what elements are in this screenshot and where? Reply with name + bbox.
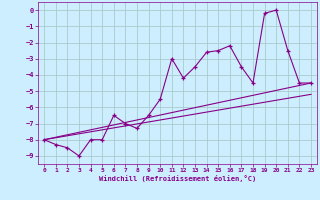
X-axis label: Windchill (Refroidissement éolien,°C): Windchill (Refroidissement éolien,°C) xyxy=(99,175,256,182)
